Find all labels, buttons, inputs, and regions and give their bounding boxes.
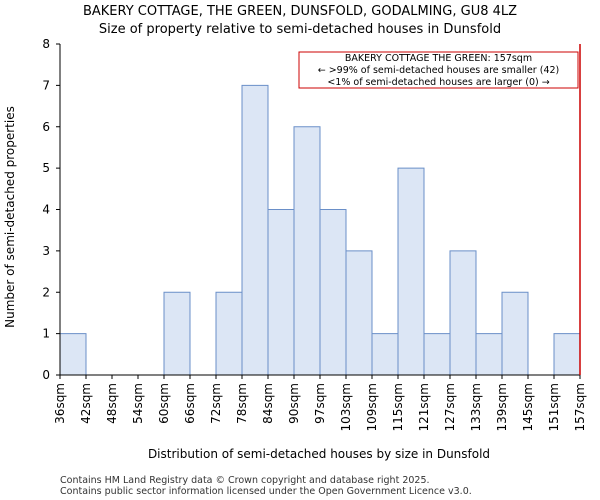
x-tick-label: 127sqm <box>443 383 457 431</box>
y-axis-label: Number of semi-detached properties <box>3 106 17 328</box>
y-tick-label: 2 <box>42 285 50 299</box>
y-axis-ticks: 0 1 2 3 4 5 6 7 8 <box>42 37 60 382</box>
x-axis-label: Distribution of semi-detached houses by … <box>148 447 490 461</box>
x-tick-label: 84sqm <box>261 383 275 424</box>
footer-licence: Contains public sector information licen… <box>60 486 472 497</box>
x-tick-label: 90sqm <box>287 383 301 424</box>
x-tick-label: 36sqm <box>53 383 67 424</box>
annotation-line-1: BAKERY COTTAGE THE GREEN: 157sqm <box>345 53 532 64</box>
bar-97sqm <box>319 209 347 376</box>
y-tick-label: 7 <box>42 78 50 92</box>
y-tick-label: 8 <box>42 37 50 51</box>
y-tick-label: 4 <box>42 203 50 217</box>
x-tick-label: 48sqm <box>105 383 119 424</box>
bar-72sqm <box>215 291 243 376</box>
annotation-line-2: ← >99% of semi-detached houses are small… <box>318 65 560 76</box>
x-tick-label: 97sqm <box>313 383 327 424</box>
y-tick-label: 0 <box>42 368 50 382</box>
x-tick-label: 157sqm <box>573 383 587 431</box>
bar-127sqm <box>449 250 477 376</box>
bar-139sqm <box>501 291 529 376</box>
x-tick-label: 72sqm <box>209 383 223 424</box>
chart-subtitle: Size of property relative to semi-detach… <box>99 22 501 37</box>
x-tick-label: 121sqm <box>417 383 431 431</box>
y-tick-label: 6 <box>42 120 50 134</box>
x-tick-label: 54sqm <box>131 383 145 424</box>
annotation-line-3: <1% of semi-detached houses are larger (… <box>327 77 549 88</box>
bar-84sqm <box>267 209 295 376</box>
chart-title: BAKERY COTTAGE, THE GREEN, DUNSFOLD, GOD… <box>83 4 517 19</box>
bar-103sqm <box>345 250 373 376</box>
bar-60sqm <box>163 291 191 376</box>
bar-78sqm <box>241 84 269 376</box>
x-tick-label: 109sqm <box>365 383 379 431</box>
bars-layer <box>59 84 581 376</box>
footer-copyright: Contains HM Land Registry data © Crown c… <box>60 475 430 486</box>
bar-151sqm <box>553 333 581 376</box>
x-tick-label: 133sqm <box>469 383 483 431</box>
annotation-box: BAKERY COTTAGE THE GREEN: 157sqm ← >99% … <box>298 51 579 89</box>
x-tick-label: 66sqm <box>183 383 197 424</box>
x-tick-label: 151sqm <box>547 383 561 431</box>
y-tick-label: 5 <box>42 161 50 175</box>
annotation-box-frame <box>298 51 579 89</box>
x-tick-label: 115sqm <box>391 383 405 431</box>
y-tick-label: 3 <box>42 244 50 258</box>
x-tick-label: 139sqm <box>495 383 509 431</box>
x-tick-label: 103sqm <box>339 383 353 431</box>
bar-109sqm <box>371 333 399 376</box>
bar-121sqm <box>423 333 451 376</box>
x-tick-label: 42sqm <box>79 383 93 424</box>
x-tick-label: 145sqm <box>521 383 535 431</box>
bar-133sqm <box>475 333 503 376</box>
y-tick-label: 1 <box>42 327 50 341</box>
bar-115sqm <box>397 167 425 376</box>
bar-90sqm <box>293 126 321 376</box>
x-axis-ticks: 36sqm 42sqm 48sqm 54sqm 60sqm 66sqm 72sqm 78sqm… <box>53 375 587 431</box>
x-tick-label: 60sqm <box>157 383 171 424</box>
bar-36sqm <box>59 333 87 376</box>
x-tick-label: 78sqm <box>235 383 249 424</box>
